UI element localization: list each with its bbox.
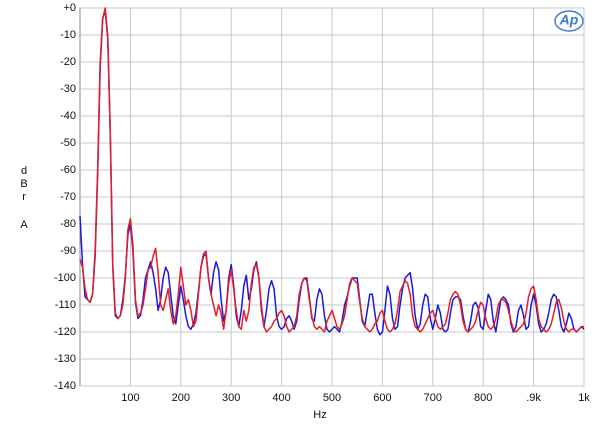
logo-ring (554, 10, 584, 32)
logo: Ap (559, 12, 579, 28)
y-tick-label: -50 (60, 137, 76, 149)
y-tick-label: -30 (60, 83, 76, 95)
y-tick-label: -70 (60, 191, 76, 203)
spectrum-line (79, 7, 584, 333)
y-tick-label: -130 (54, 353, 76, 365)
y-tick-label: -10 (60, 29, 76, 41)
y-tick-label: +0 (63, 2, 76, 14)
y-tick-label: -80 (60, 218, 76, 230)
x-axis-label: Hz (313, 409, 326, 421)
x-tick-label: 200 (172, 392, 190, 404)
x-tick-label: 600 (373, 392, 391, 404)
y-tick-label: -90 (60, 245, 76, 257)
y-axis-label: dBr (18, 165, 30, 204)
x-tick-label: 100 (121, 392, 139, 404)
y-tick-label: -120 (54, 326, 76, 338)
y-tick-label: -110 (55, 299, 76, 311)
x-tick-label: 700 (424, 392, 442, 404)
y-tick-label: -140 (54, 380, 76, 392)
x-tick-label: 1k (578, 392, 590, 404)
y-tick-label: -60 (60, 164, 76, 176)
y-axis-unit: A (20, 219, 28, 231)
y-tick-label: -40 (60, 110, 76, 122)
y-tick-label: -100 (54, 272, 76, 284)
x-tick-label: 300 (222, 392, 240, 404)
x-tick-label: .9k (526, 392, 541, 404)
x-tick-label: 400 (272, 392, 290, 404)
y-tick-label: -20 (60, 56, 76, 68)
x-tick-label: 500 (323, 392, 341, 404)
spectrum-line (79, 9, 585, 336)
x-tick-label: 800 (474, 392, 492, 404)
